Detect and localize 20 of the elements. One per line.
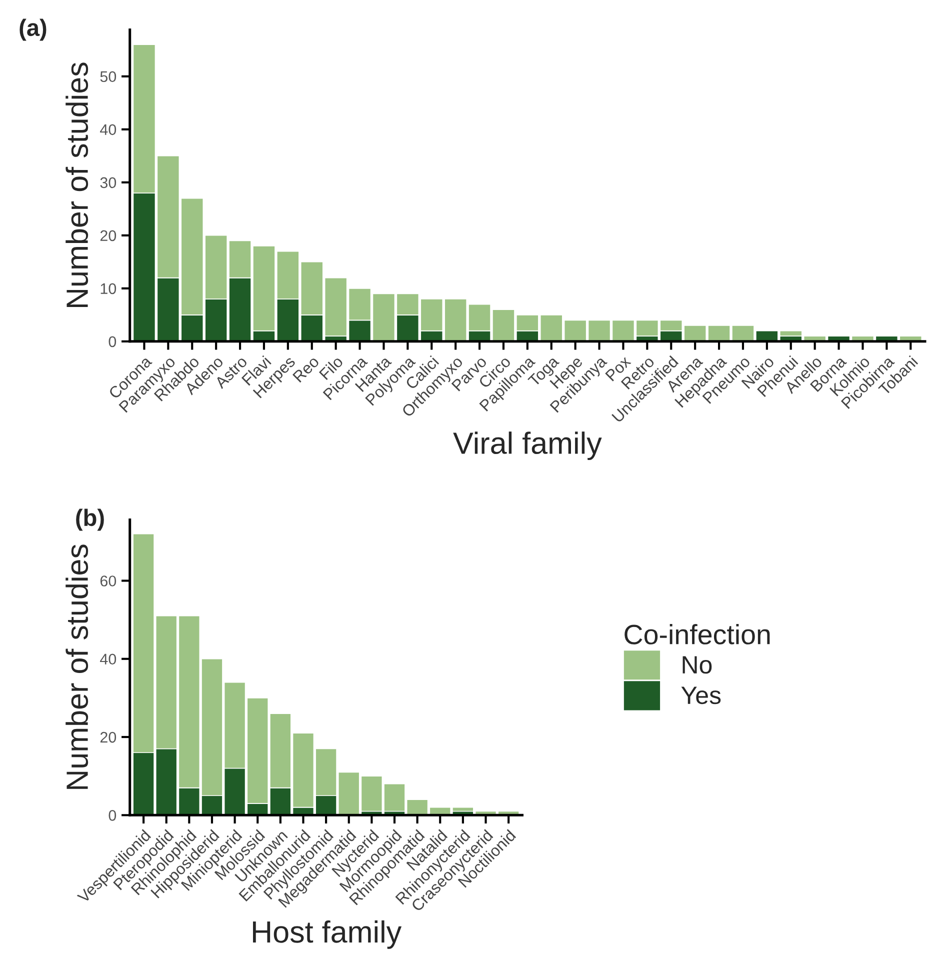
y-tick-label: 60 (100, 576, 116, 586)
y-tick-label: 20 (100, 732, 116, 743)
y-axis-title: Number of studies (66, 62, 88, 308)
legend-title: Co-infection (624, 624, 770, 644)
y-tick-label: 10 (100, 283, 116, 294)
y-tick-label: 40 (100, 124, 116, 136)
legend-label: Yes (681, 686, 721, 704)
y-axis-title: Number of studies (66, 544, 88, 789)
legend-label: No (682, 656, 712, 674)
chart-title: (a) (20, 18, 46, 41)
y-tick-label: 40 (100, 654, 116, 665)
x-axis-title: Host family (253, 920, 402, 949)
y-tick-label: 30 (100, 177, 116, 188)
y-tick-label: 0 (108, 810, 116, 821)
x-tick-label: Reo (292, 355, 320, 383)
x-axis-title: Viral family (453, 432, 602, 460)
y-tick-label: 50 (100, 71, 116, 82)
y-tick-label: 20 (100, 230, 116, 242)
y-tick-label: 0 (108, 336, 116, 348)
chart-title: (b) (76, 508, 104, 531)
